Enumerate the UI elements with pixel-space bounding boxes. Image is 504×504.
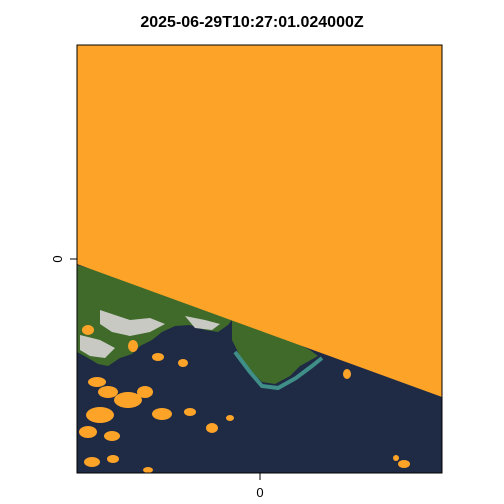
cloud-patches — [79, 325, 410, 473]
plot-title: 2025-06-29T10:27:01.024000Z — [140, 14, 364, 31]
peninsula — [232, 318, 318, 384]
shallow-reef — [233, 350, 324, 391]
x-tick-label: 0 — [256, 485, 263, 500]
urban-area — [185, 316, 220, 330]
raster-layer — [77, 45, 442, 473]
y-tick-label: 0 — [50, 255, 65, 262]
x-axis: -10000010000 — [256, 473, 264, 500]
y-axis: 20000100000-10000-20000 — [50, 255, 77, 263]
urban-area — [100, 310, 165, 336]
land-mass — [77, 265, 235, 366]
nodata-region — [77, 45, 442, 397]
urban-area — [80, 335, 115, 358]
